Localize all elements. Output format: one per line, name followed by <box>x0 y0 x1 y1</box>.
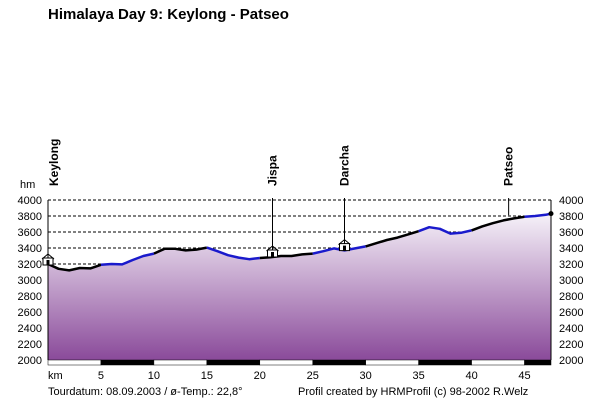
y-axis-unit: hm <box>20 179 35 191</box>
km-scale-segment <box>47 359 102 366</box>
y-tick-label-right: 3600 <box>559 227 583 239</box>
km-scale-segment <box>471 359 525 366</box>
hut-icon <box>338 238 351 252</box>
y-tick-label-right: 3200 <box>559 259 583 271</box>
x-tick-label: 30 <box>360 370 372 382</box>
y-tick-label-left: 2200 <box>18 339 42 351</box>
profile-segment <box>524 212 552 219</box>
profile-area <box>48 213 551 360</box>
y-tick-label-left: 3400 <box>18 243 42 255</box>
y-tick-label-left: 2000 <box>18 355 42 367</box>
km-scale-segment <box>418 359 472 366</box>
km-scale-segment <box>153 359 208 366</box>
y-tick-label-left: 4000 <box>18 195 42 207</box>
y-tick-label-right: 2400 <box>559 323 583 335</box>
profile-segment <box>47 262 102 272</box>
hut-icon-roof <box>266 245 279 252</box>
waypoint-label-jispa: Jispa <box>265 155 279 186</box>
chart-title: Himalaya Day 9: Keylong - Patseo <box>48 6 289 23</box>
y-tick-label-right: 2600 <box>559 307 583 319</box>
km-scale-segment <box>365 359 419 366</box>
profile-segment <box>153 246 208 255</box>
km-scale-segment <box>259 359 313 366</box>
y-tick-label-left: 2600 <box>18 307 42 319</box>
y-tick-label-right: 4000 <box>559 195 583 207</box>
y-tick-label-right: 3800 <box>559 211 583 223</box>
profile-end-dot <box>548 211 554 217</box>
x-axis-unit: km <box>48 370 63 382</box>
profile-segment <box>471 215 525 232</box>
credit-text: Profil created by HRMProfil (c) 98-2002 … <box>298 386 529 398</box>
hut-icon-roof <box>338 238 351 245</box>
hut-icon-door <box>270 252 274 257</box>
km-scale-segment <box>524 359 552 366</box>
x-tick-label: 40 <box>465 370 477 382</box>
y-tick-label-left: 3600 <box>18 227 42 239</box>
y-tick-label-right: 2000 <box>559 355 583 367</box>
elevation-area <box>48 213 551 360</box>
x-tick-label: 20 <box>254 370 266 382</box>
y-tick-label-right: 3400 <box>559 243 583 255</box>
x-tick-label: 15 <box>201 370 213 382</box>
x-tick-label: 45 <box>518 370 530 382</box>
km-scale-segment <box>312 359 366 366</box>
x-tick-label: 5 <box>98 370 104 382</box>
y-tick-label-left: 2800 <box>18 291 42 303</box>
profile-segment <box>418 225 472 235</box>
tour-date-text: Tourdatum: 08.09.2003 / ø-Temp.: 22,8° <box>48 386 243 398</box>
axes: 2000 2000 2200 2200 2400 2400 2600 2600 2800 2800… <box>18 179 584 382</box>
hut-icon-door <box>46 260 50 265</box>
hut-icon <box>266 245 279 258</box>
km-scale-segment <box>206 359 261 366</box>
x-tick-label: 35 <box>413 370 425 382</box>
waypoint-markers: Keylong Jispa Darcha Patseo <box>41 139 516 266</box>
waypoint-label-darcha: Darcha <box>338 145 352 186</box>
waypoint-label-keylong: Keylong <box>47 139 61 186</box>
y-tick-label-right: 2800 <box>559 291 583 303</box>
y-tick-label-left: 2400 <box>18 323 42 335</box>
y-tick-label-left: 3000 <box>18 275 42 287</box>
waypoint-label-patseo: Patseo <box>502 147 516 186</box>
hut-icon-roof <box>41 253 55 260</box>
profile-segment <box>206 246 260 261</box>
x-tick-label: 25 <box>307 370 319 382</box>
y-tick-label-right: 3000 <box>559 275 583 287</box>
x-tick-label: 10 <box>148 370 160 382</box>
y-tick-label-right: 2200 <box>559 339 583 351</box>
plot-frame <box>47 200 552 360</box>
hut-icon <box>41 253 55 266</box>
y-tick-label-left: 3800 <box>18 211 42 223</box>
km-scale-segment <box>100 359 155 366</box>
profile-segment <box>365 230 419 248</box>
hut-icon-door <box>343 245 347 251</box>
y-tick-label-left: 3200 <box>18 259 42 271</box>
profile-segment <box>100 252 155 267</box>
